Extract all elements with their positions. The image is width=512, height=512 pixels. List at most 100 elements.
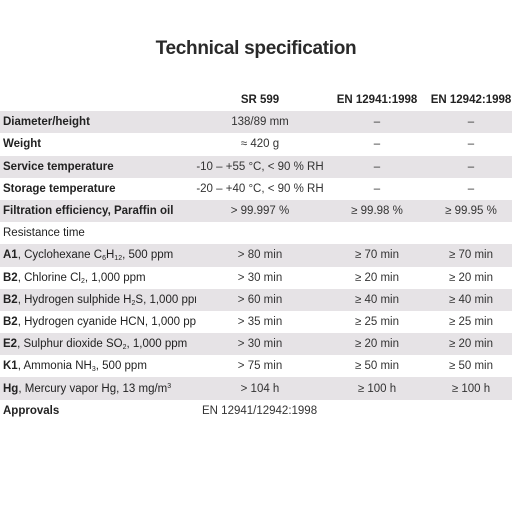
- subscript: 6: [102, 255, 106, 263]
- section-label: Resistance time: [3, 227, 85, 240]
- subscript: 12: [114, 255, 123, 263]
- cell-en12942: ≥ 25 min: [448, 315, 494, 328]
- cell-en12942: ≥ 99.95 %: [430, 199, 512, 223]
- table-row: B2, Chlorine Cl2, 1,000 ppm > 30 min ≥ 2…: [0, 267, 512, 289]
- gas-concentration: , 1,000 ppm: [84, 271, 146, 284]
- page-title: Technical specification: [155, 38, 357, 59]
- table-row: Storage temperature -20 – +40 °C, < 90 %…: [0, 178, 512, 200]
- subscript: 2: [131, 299, 136, 307]
- cell-en12941: –: [324, 111, 430, 134]
- gas-name: Ammonia NH: [23, 360, 92, 373]
- cell-en12941: –: [324, 155, 430, 178]
- cell-en12941: ≥ 100 h: [324, 377, 430, 400]
- gas-concentration: S, 1,000 ppm: [135, 293, 196, 306]
- table-row: A1, Cyclohexane C6H12, 500 ppm > 80 min …: [0, 244, 512, 267]
- cell-en12941: –: [373, 138, 381, 151]
- cell-en12942: ≥ 40 min: [430, 288, 512, 311]
- cell-en12942: –: [467, 182, 475, 195]
- table-row: Weight ≈ 420 g – –: [0, 133, 512, 155]
- cell-en12941: [324, 222, 430, 244]
- superscript: 3: [167, 382, 172, 390]
- cell-en12941: ≥ 99.98 %: [324, 199, 430, 223]
- gas-name: H: [105, 249, 115, 262]
- gas-concentration: , 500 ppm: [122, 249, 174, 262]
- approvals-row: Approvals EN 12941/12942:1998: [0, 400, 512, 422]
- cell-sr599: -10 – +55 °C, < 90 % RH: [196, 155, 324, 178]
- row-label: B2, Hydrogen cyanide HCN, 1,000 ppm: [0, 311, 196, 333]
- cell-en12942: ≥ 20 min: [430, 333, 512, 356]
- gas-name: Mercury vapor Hg, 13 mg/m: [24, 382, 168, 395]
- subscript: 3: [91, 366, 96, 374]
- gas-code: E2: [3, 338, 18, 351]
- table-row: K1, Ammonia NH3, 500 ppm > 75 min ≥ 50 m…: [0, 355, 512, 377]
- gas-name: Chlorine Cl: [24, 271, 81, 284]
- cell-sr599: [196, 222, 324, 244]
- gas-name: Sulphur dioxide SO: [23, 338, 123, 351]
- cell-sr599: > 99.997 %: [196, 199, 324, 223]
- header-cell: [0, 89, 196, 111]
- cell-en12941: –: [373, 182, 381, 195]
- table-row: E2, Sulphur dioxide SO2, 1,000 ppm > 30 …: [0, 333, 512, 356]
- cell-en12941: ≥ 70 min: [324, 244, 430, 267]
- approvals-value: EN 12941/12942:1998: [202, 404, 318, 417]
- row-label: Weight: [3, 138, 42, 151]
- header-row: SR 599 EN 12941:1998 EN 12942:1998: [0, 89, 512, 111]
- row-label: B2, Hydrogen sulphide H2S, 1,000 ppm: [0, 288, 196, 311]
- gas-code: A1: [3, 249, 18, 262]
- gas-code: Hg: [3, 382, 19, 395]
- cell-sr599: 138/89 mm: [196, 111, 324, 134]
- cell-en12941: ≥ 20 min: [354, 271, 400, 284]
- header-cell: SR 599: [240, 94, 280, 107]
- cell-sr599: > 104 h: [196, 377, 324, 400]
- approvals-label: Approvals: [3, 404, 60, 417]
- gas-code: K1: [3, 360, 18, 373]
- gas-concentration: , 500 ppm: [95, 360, 147, 373]
- gas-concentration: , 1,000 ppm: [126, 338, 188, 351]
- row-label: A1, Cyclohexane C6H12, 500 ppm: [0, 244, 196, 267]
- subscript: 2: [80, 277, 85, 285]
- cell-en12942: ≥ 100 h: [430, 377, 512, 400]
- cell-en12941: ≥ 40 min: [324, 288, 430, 311]
- cell-en12942: [430, 222, 512, 244]
- cell-sr599: > 35 min: [237, 315, 283, 328]
- gas-name: Cyclohexane C: [24, 249, 103, 262]
- cell-en12942: –: [430, 155, 512, 178]
- cell-en12942: ≥ 50 min: [448, 360, 494, 373]
- table-row: B2, Hydrogen cyanide HCN, 1,000 ppm > 35…: [0, 311, 512, 333]
- cell-en12942: –: [467, 138, 475, 151]
- table-row: Service temperature -10 – +55 °C, < 90 %…: [0, 155, 512, 178]
- cell-en12941: ≥ 50 min: [354, 360, 400, 373]
- subscript: 2: [122, 344, 127, 352]
- cell-sr599: > 80 min: [196, 244, 324, 267]
- row-label: Hg, Mercury vapor Hg, 13 mg/m3: [0, 377, 196, 400]
- gas-code: B2: [3, 271, 18, 284]
- cell-en12942: ≥ 20 min: [448, 271, 494, 284]
- row-label: Diameter/height: [0, 111, 196, 134]
- row-label: Filtration efficiency, Paraffin oil: [0, 199, 196, 223]
- gas-code: B2: [3, 315, 18, 328]
- table-row: Hg, Mercury vapor Hg, 13 mg/m3 > 104 h ≥…: [0, 377, 512, 400]
- table-row: Filtration efficiency, Paraffin oil > 99…: [0, 199, 512, 223]
- row-label: B2, Chlorine Cl2, 1,000 ppm: [3, 271, 146, 285]
- cell-sr599: ≈ 420 g: [240, 138, 280, 151]
- cell-sr599: > 30 min: [196, 333, 324, 356]
- cell-en12941: ≥ 25 min: [354, 315, 400, 328]
- gas-code: B2: [3, 293, 18, 306]
- cell-sr599: > 30 min: [237, 271, 283, 284]
- cell-en12942: –: [430, 111, 512, 134]
- cell-sr599: > 60 min: [196, 288, 324, 311]
- header-cell: EN 12941:1998: [336, 94, 418, 107]
- row-label: K1, Ammonia NH3, 500 ppm: [3, 360, 147, 374]
- spec-table: SR 599 EN 12941:1998 EN 12942:1998 Diame…: [0, 89, 512, 422]
- cell-en12941: ≥ 20 min: [324, 333, 430, 356]
- cell-sr599: -20 – +40 °C, < 90 % RH: [196, 182, 324, 195]
- gas-name: Hydrogen cyanide HCN, 1,000 ppm: [24, 315, 196, 328]
- section-row: Resistance time: [0, 222, 512, 244]
- row-label: Service temperature: [0, 155, 196, 178]
- table-row: Diameter/height 138/89 mm – –: [0, 111, 512, 134]
- row-label: E2, Sulphur dioxide SO2, 1,000 ppm: [0, 333, 196, 356]
- gas-name: Hydrogen sulphide H: [24, 293, 132, 306]
- row-label: Storage temperature: [3, 182, 116, 195]
- header-cell: EN 12942:1998: [430, 94, 512, 107]
- cell-sr599: > 75 min: [237, 360, 283, 373]
